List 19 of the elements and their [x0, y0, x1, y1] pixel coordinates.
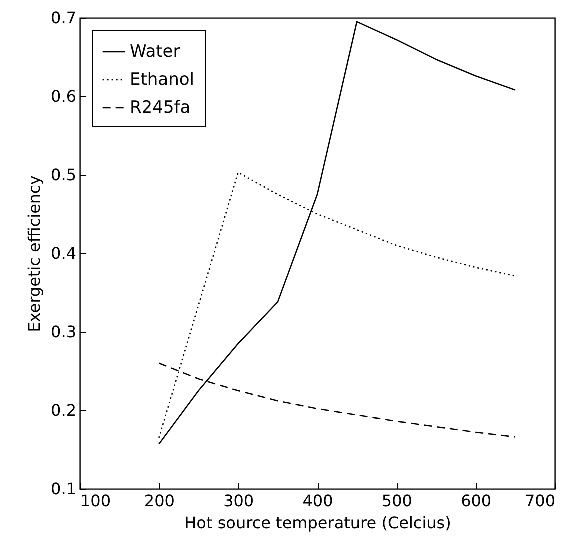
x-tick-label: 700	[524, 492, 556, 510]
x-tick-label: 400	[302, 492, 334, 510]
y-tick-label: 0.1	[51, 480, 76, 498]
legend-label: R245fa	[130, 98, 191, 118]
legend-label: Ethanol	[130, 70, 194, 90]
y-tick-label: 0.4	[51, 244, 76, 263]
x-tick-label: 100	[80, 492, 112, 510]
x-axis-title: Hot source temperature (Celcius)	[184, 514, 452, 532]
y-tick-label: 0.3	[51, 322, 76, 342]
legend-label: Water	[130, 42, 180, 62]
y-axis-title: Exergetic efficiency	[25, 176, 44, 332]
y-tick-label: 0.7	[51, 8, 76, 28]
y-tick-label: 0.2	[51, 401, 76, 420]
x-tick-label: 200	[144, 492, 175, 510]
x-tick-label: 300	[224, 492, 254, 510]
y-tick-label: 0.6	[51, 87, 76, 106]
y-tick-label: 0.5	[51, 166, 76, 184]
x-tick-label: 500	[382, 492, 412, 510]
x-tick-label: 600	[461, 492, 492, 510]
